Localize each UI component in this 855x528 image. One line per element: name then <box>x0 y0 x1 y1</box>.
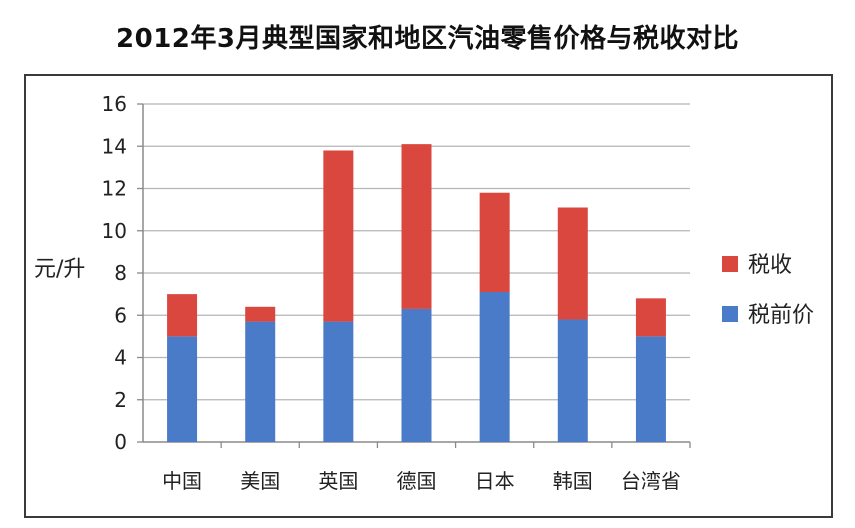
bar-segment-tax-2 <box>323 150 354 322</box>
y-tick-label: 4 <box>114 346 127 370</box>
x-tick-label: 美国 <box>240 469 280 493</box>
y-tick-label: 12 <box>102 177 127 201</box>
legend-label-pretax: 税前价 <box>748 303 814 328</box>
y-tick-labels: 0 2 4 6 8 10 12 14 16 <box>102 92 127 454</box>
legend-swatch-pretax <box>722 306 738 322</box>
x-tick-label: 德国 <box>397 469 437 493</box>
y-axis-label: 元/升 <box>34 257 85 282</box>
bar-segment-tax-0 <box>167 294 198 337</box>
y-tick-label: 8 <box>114 261 127 285</box>
bar-segment-tax-1 <box>245 306 276 322</box>
bar-segment-pretax-3 <box>401 308 432 442</box>
y-tick-label: 0 <box>114 430 127 454</box>
bar-segment-pretax-6 <box>635 336 666 442</box>
x-tick-label: 中国 <box>162 469 202 493</box>
bar-segment-tax-6 <box>635 298 666 337</box>
y-tick-label: 10 <box>102 219 127 243</box>
bar-segment-pretax-5 <box>557 319 588 442</box>
bar-segment-pretax-1 <box>245 321 276 442</box>
legend-swatch-tax <box>722 256 738 272</box>
bar-segment-pretax-0 <box>167 336 198 442</box>
x-tick-label: 台湾省 <box>621 469 681 493</box>
bar-segment-tax-3 <box>401 144 432 309</box>
legend-label-tax: 税收 <box>748 253 792 278</box>
bar-segment-tax-5 <box>557 207 588 320</box>
bar-segment-pretax-4 <box>479 292 510 442</box>
bar-segment-tax-4 <box>479 192 510 293</box>
y-tick-label: 14 <box>102 134 127 158</box>
y-tick-label: 2 <box>114 388 127 412</box>
x-tick-label: 英国 <box>318 469 358 493</box>
chart-title: 2012年3月典型国家和地区汽油零售价格与税收对比 <box>116 24 739 54</box>
bars <box>167 144 666 442</box>
y-tick-label: 16 <box>102 92 127 116</box>
bar-segment-pretax-2 <box>323 321 354 442</box>
x-tick-labels: 中国 美国 英国 德国 日本 韩国 台湾省 <box>162 469 681 493</box>
x-tick-label: 日本 <box>475 469 515 493</box>
y-tick-label: 6 <box>114 303 127 327</box>
x-tick-label: 韩国 <box>553 469 593 493</box>
